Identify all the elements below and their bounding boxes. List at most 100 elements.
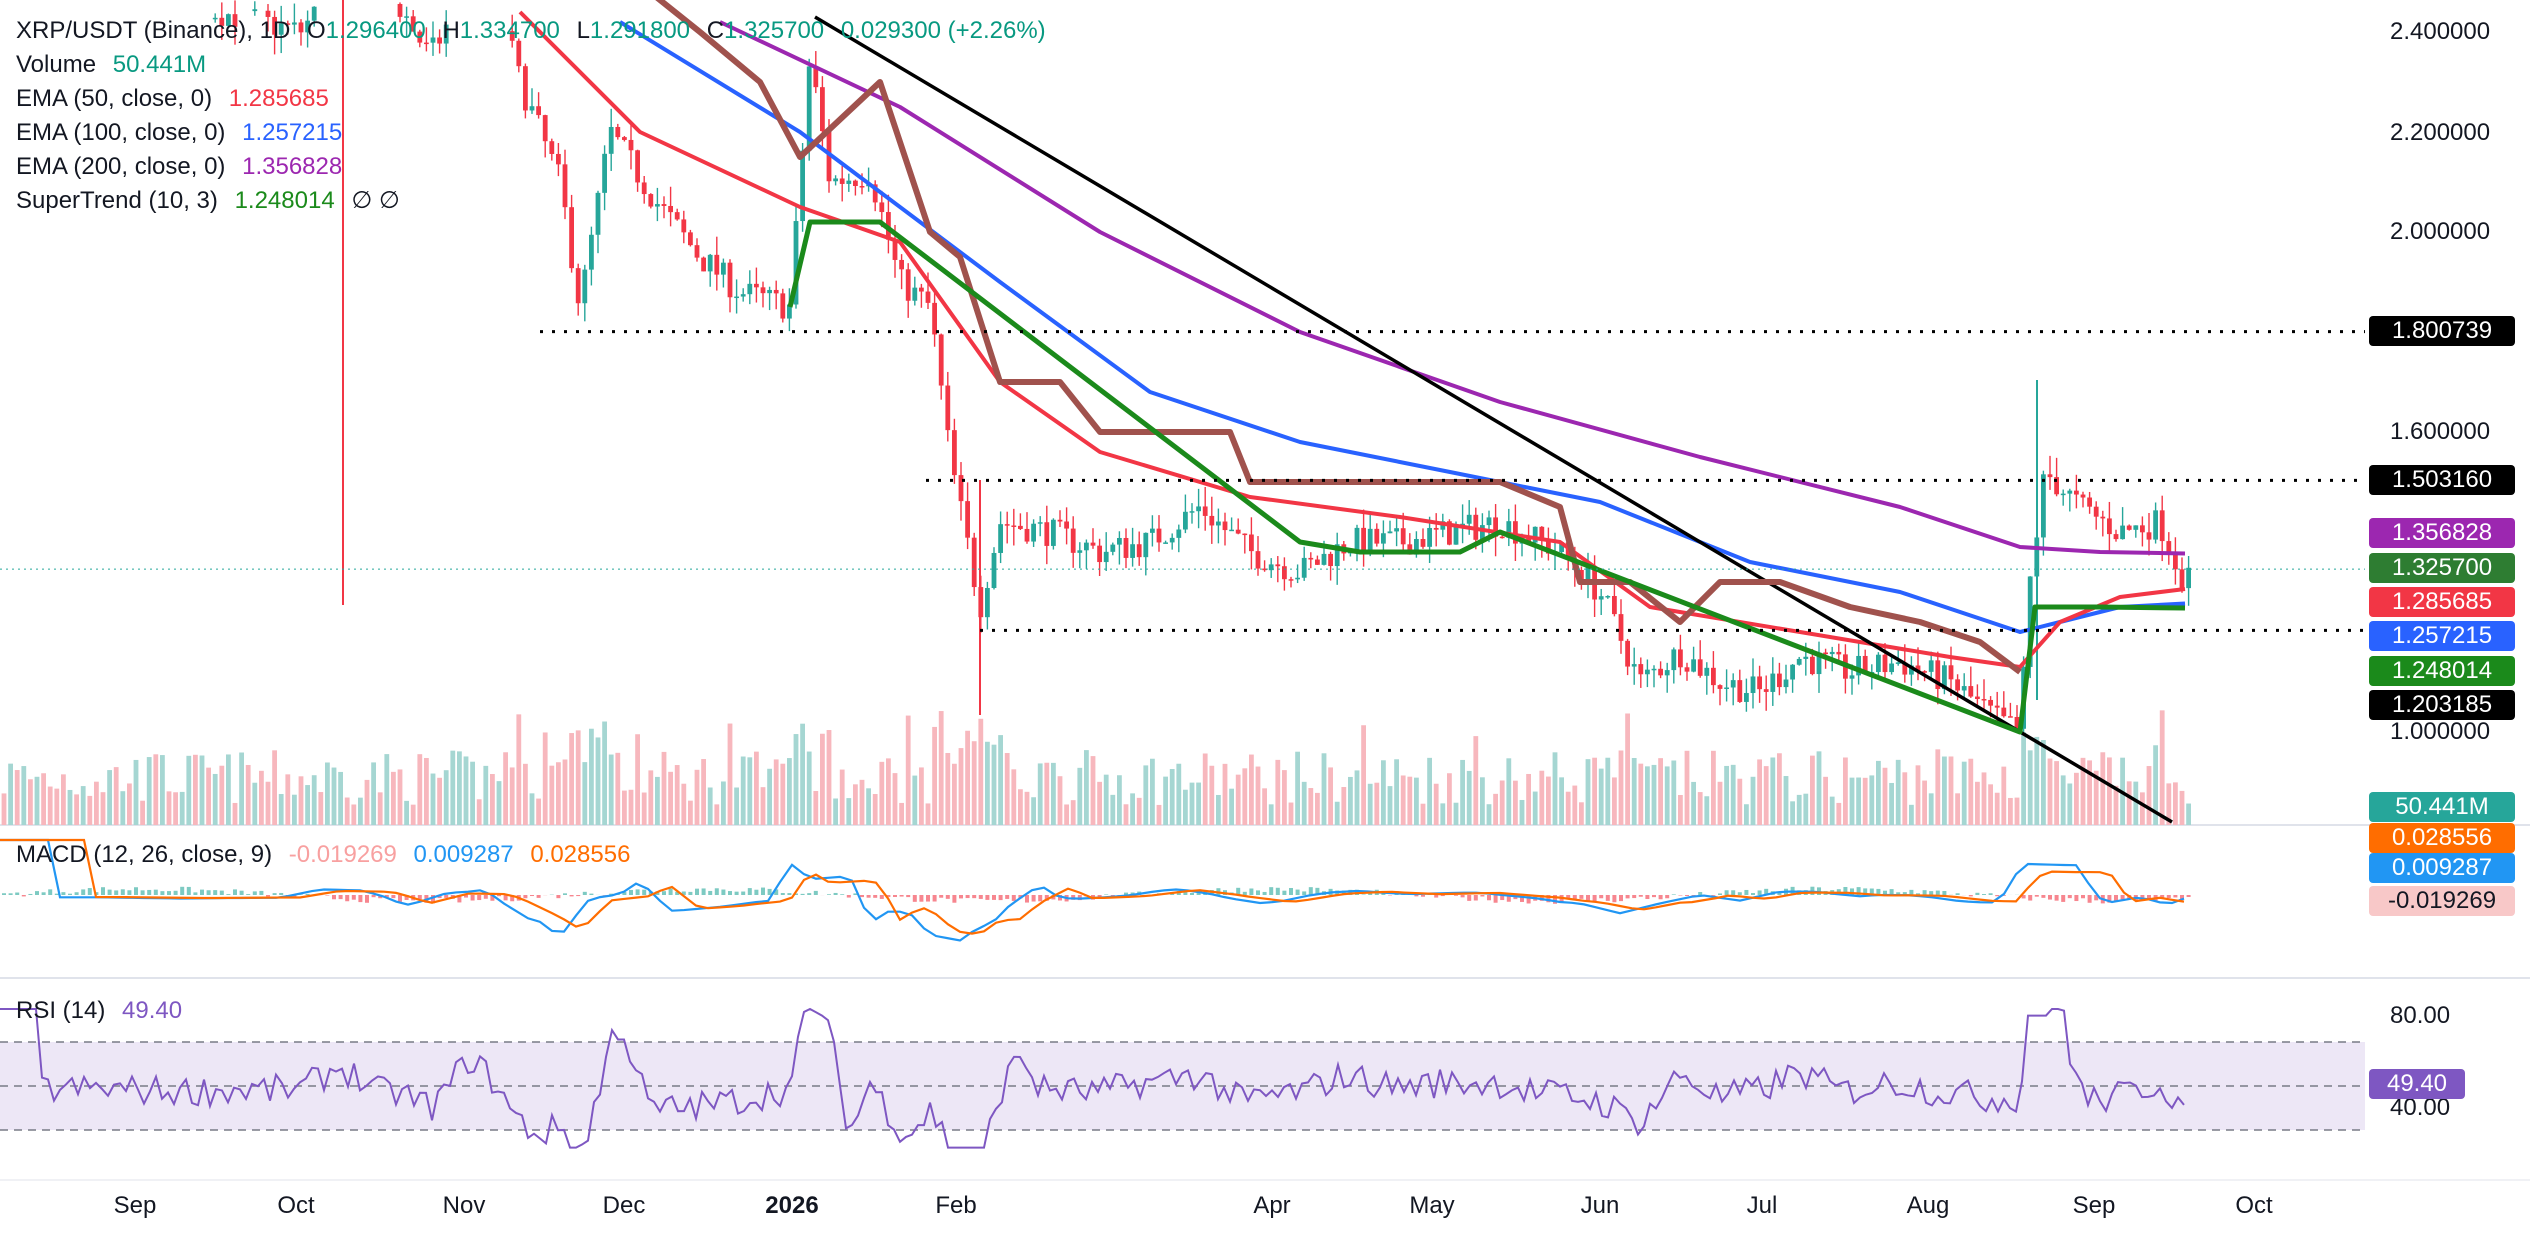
volume-bar: [787, 758, 792, 825]
macd-histogram-bar: [2140, 895, 2145, 899]
volume-bar: [1466, 770, 1472, 825]
macd-histogram-bar: [1586, 895, 1590, 902]
candle-body: [1955, 679, 1960, 691]
macd-histogram-bar: [497, 895, 501, 897]
volume-bar: [391, 771, 396, 825]
volume-bar: [1209, 765, 1215, 825]
candle-body: [1262, 568, 1267, 571]
volume-bar: [727, 723, 733, 825]
candle-body: [1856, 655, 1861, 676]
candles: [212, 0, 2191, 732]
volume-bar: [938, 711, 944, 825]
horizontal-levels: [0, 330, 2365, 632]
candle-body: [800, 150, 805, 222]
macd-histogram-bar: [721, 889, 726, 895]
macd-histogram-bar: [21, 895, 26, 897]
volume-bar: [892, 773, 898, 825]
volume-bar: [67, 789, 73, 825]
volume-bar: [2074, 772, 2079, 825]
candle-body: [985, 587, 990, 618]
volume-bar: [2173, 782, 2178, 825]
candle-body: [1625, 640, 1630, 667]
volume-bar: [1473, 736, 1479, 825]
candle-body: [760, 287, 766, 294]
candle-body: [1367, 528, 1373, 554]
candle-body: [2113, 534, 2119, 540]
candle-body: [1645, 669, 1650, 675]
macd-histogram-bar: [61, 892, 66, 895]
volume-bar: [839, 769, 845, 825]
candle-body: [226, 14, 231, 26]
price-label-close: 1.325700: [2369, 553, 2515, 583]
macd-histogram-bar: [1876, 888, 1881, 895]
volume-bar: [226, 754, 231, 825]
candle-body: [681, 219, 687, 233]
macd-histogram-bar: [226, 894, 231, 895]
volume-bar: [2001, 766, 2007, 825]
volume-bar: [1592, 757, 1597, 825]
candle-body: [1321, 553, 1327, 565]
macd-histogram-bar: [1605, 895, 1610, 901]
candle-body: [1150, 528, 1155, 533]
volume-bar: [582, 762, 588, 825]
x-tick: Oct: [277, 1192, 315, 1219]
candle-body: [1453, 525, 1459, 545]
volume-bar: [971, 741, 977, 825]
volume-bar: [2014, 797, 2020, 825]
candle-body: [701, 257, 706, 272]
volume-bar: [1737, 778, 1743, 825]
volume-bar: [1869, 775, 1875, 825]
volume-bar: [1367, 783, 1373, 825]
macd-histogram-bar: [2147, 895, 2151, 900]
volume-bar: [1235, 774, 1241, 825]
candle-body: [707, 254, 713, 272]
volume-bar: [674, 765, 680, 825]
volume-bar: [1348, 776, 1353, 825]
candle-body: [674, 212, 680, 220]
volume-bar: [899, 802, 904, 825]
candle-body: [1156, 528, 1162, 543]
volume-bar: [153, 754, 159, 825]
volume-bar: [1988, 784, 1993, 825]
macd-histogram-bar: [444, 895, 449, 898]
volume-bar: [14, 770, 20, 825]
candle-body: [1922, 671, 1927, 673]
macd-histogram-bar: [648, 891, 653, 895]
volume-bar: [1882, 767, 1888, 825]
macd-histogram-bar: [206, 890, 211, 895]
macd-histogram-bar: [563, 893, 567, 895]
volume-bar: [912, 775, 918, 825]
candle-body: [1011, 525, 1017, 527]
macd-histogram-bar: [642, 889, 647, 895]
candle-body: [1024, 528, 1030, 542]
candle-body: [1361, 527, 1366, 554]
candle-body: [1783, 679, 1789, 688]
candle-body: [2179, 569, 2185, 589]
candle-body: [1757, 676, 1762, 690]
candle-body: [1750, 676, 1756, 694]
volume-bar: [1460, 759, 1465, 825]
volume-bar: [1216, 794, 1221, 825]
candle-body: [1717, 685, 1723, 689]
macd-histogram-bar: [358, 895, 363, 903]
macd-histogram-bar: [2061, 895, 2066, 902]
volume-bar: [1044, 762, 1050, 825]
macd-histogram-bar: [747, 888, 752, 895]
macd-histogram-bar: [761, 887, 765, 895]
macd-histogram-bar: [556, 895, 561, 899]
macd-histogram-bar: [246, 894, 251, 895]
macd-value: 0.009287: [413, 841, 514, 868]
candle-body: [1189, 511, 1195, 513]
macd-histogram-bar: [292, 895, 297, 897]
candle-body: [1090, 542, 1096, 546]
volume-bar: [2159, 710, 2165, 825]
candle-body: [820, 87, 825, 132]
volume-bar: [1394, 759, 1399, 825]
candle-body: [879, 202, 885, 213]
macd-histogram-bar: [1539, 895, 1544, 901]
volume-bars: [1, 710, 2191, 825]
macd-histogram-bar: [1183, 891, 1188, 895]
candle-body: [1447, 521, 1452, 545]
macd-histogram-bar: [1315, 887, 1320, 895]
volume-bar: [1856, 777, 1861, 825]
